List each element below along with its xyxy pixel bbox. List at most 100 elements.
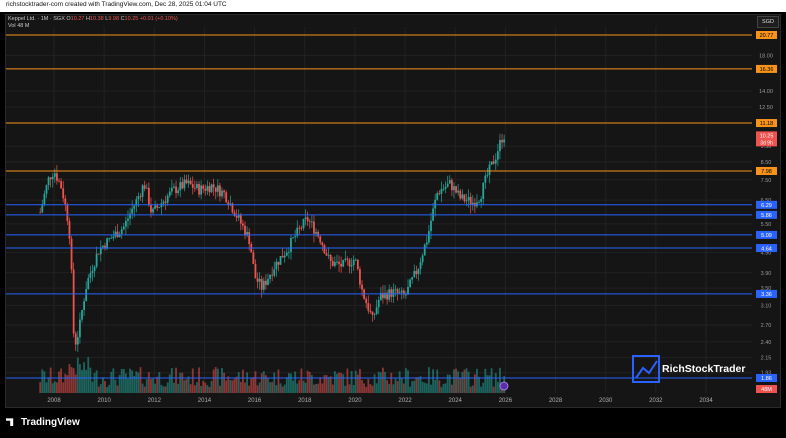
candle-body bbox=[285, 252, 288, 256]
volume-bar bbox=[453, 369, 455, 393]
open-value: 10.27 bbox=[70, 16, 85, 22]
volume-bar bbox=[158, 372, 161, 393]
volume-bar bbox=[371, 385, 374, 393]
candle-body bbox=[147, 187, 150, 205]
candle-body bbox=[166, 195, 169, 203]
volume-bar bbox=[417, 377, 420, 393]
volume-bar bbox=[237, 372, 240, 393]
candle-body bbox=[279, 256, 282, 265]
volume-bar bbox=[315, 384, 317, 393]
volume-bar bbox=[488, 375, 491, 393]
candle-body bbox=[85, 289, 88, 302]
level-tag-label: 11.18 bbox=[760, 121, 773, 127]
volume-bar bbox=[104, 381, 106, 393]
candle-body bbox=[233, 212, 236, 216]
candle-body bbox=[152, 208, 154, 213]
candle-body bbox=[352, 259, 355, 266]
volume-bar bbox=[432, 369, 434, 393]
symbol-title[interactable]: Keppel Ltd. · 1M · SGX bbox=[8, 16, 65, 22]
candle-body bbox=[292, 237, 294, 239]
candle-body bbox=[308, 221, 311, 222]
candle-body bbox=[450, 180, 453, 191]
candle-body bbox=[465, 200, 468, 202]
level-tag-label: 1.86 bbox=[761, 376, 772, 382]
volume-bar bbox=[421, 381, 424, 393]
candle-body bbox=[310, 221, 313, 223]
volume-bar bbox=[256, 385, 259, 393]
x-tick-label: 2012 bbox=[148, 398, 162, 404]
volume-bar bbox=[66, 375, 69, 393]
volume-bar bbox=[373, 374, 376, 393]
candle-body bbox=[216, 185, 219, 192]
candle-body bbox=[386, 292, 389, 300]
volume-bar bbox=[51, 383, 54, 393]
candle-body bbox=[373, 313, 376, 315]
candle-body bbox=[411, 277, 414, 280]
candle-body bbox=[129, 213, 131, 219]
volume-bar bbox=[254, 371, 257, 393]
candle-body bbox=[170, 187, 173, 192]
candle-body bbox=[122, 226, 125, 230]
volume-bar bbox=[235, 376, 238, 393]
volume-bar bbox=[457, 371, 460, 393]
volume-bar bbox=[189, 384, 192, 393]
candle-body bbox=[179, 182, 182, 191]
candle-body bbox=[252, 252, 255, 264]
candle-body bbox=[300, 227, 303, 229]
volume-bar bbox=[43, 371, 46, 393]
candle-body bbox=[254, 263, 257, 279]
candle-body bbox=[313, 221, 315, 234]
candle-body bbox=[290, 237, 292, 252]
candle-body bbox=[154, 205, 157, 209]
volume-bar bbox=[292, 380, 294, 393]
candle-body bbox=[296, 227, 299, 237]
x-tick-label: 2016 bbox=[248, 398, 262, 404]
volume-bar bbox=[346, 368, 349, 393]
candle-body bbox=[41, 203, 44, 213]
volume-bar bbox=[53, 381, 56, 393]
candle-body bbox=[49, 177, 52, 180]
volume-bar bbox=[137, 372, 140, 393]
brand-watermark: RichStockTrader bbox=[662, 363, 746, 375]
candle-body bbox=[503, 139, 506, 143]
currency-button[interactable]: SGD bbox=[757, 16, 779, 28]
level-tag bbox=[756, 119, 777, 128]
volume-bar bbox=[331, 384, 334, 393]
candle-body bbox=[275, 261, 278, 270]
candle-body bbox=[405, 294, 407, 296]
candle-body bbox=[156, 205, 159, 208]
candle-body bbox=[365, 298, 368, 304]
volume-bar bbox=[494, 373, 497, 393]
candle-body bbox=[425, 242, 428, 245]
volume-bar bbox=[413, 380, 416, 393]
candle-body bbox=[141, 185, 144, 197]
y-tick-label: 12.50 bbox=[759, 105, 773, 111]
candle-body bbox=[359, 269, 361, 285]
tradingview-logo[interactable]: TradingView bbox=[6, 417, 80, 428]
candle-body bbox=[484, 175, 487, 183]
volume-bar bbox=[179, 372, 182, 393]
volume-bar bbox=[252, 377, 255, 393]
volume-bar bbox=[210, 380, 213, 393]
volume-bar bbox=[463, 369, 466, 393]
candle-body bbox=[388, 289, 391, 300]
candle-body bbox=[189, 180, 192, 185]
level-tag bbox=[756, 374, 777, 382]
candle-body bbox=[206, 186, 209, 191]
volume-bar bbox=[354, 370, 357, 393]
volume-bar bbox=[87, 357, 90, 393]
candle-body bbox=[453, 186, 455, 191]
volume-bar bbox=[428, 367, 430, 393]
candle-body bbox=[62, 188, 65, 199]
candle-body bbox=[281, 256, 284, 258]
volume-bar bbox=[277, 369, 280, 393]
candle-body bbox=[68, 221, 71, 239]
level-tag-label: 16.36 bbox=[760, 67, 774, 73]
candle-body bbox=[56, 173, 58, 181]
candle-body bbox=[116, 231, 119, 238]
volume-bar bbox=[97, 386, 100, 393]
candle-body bbox=[379, 292, 382, 301]
candle-body bbox=[139, 196, 142, 198]
level-tag-label: 20.77 bbox=[760, 33, 774, 39]
volume-bar bbox=[290, 373, 292, 393]
